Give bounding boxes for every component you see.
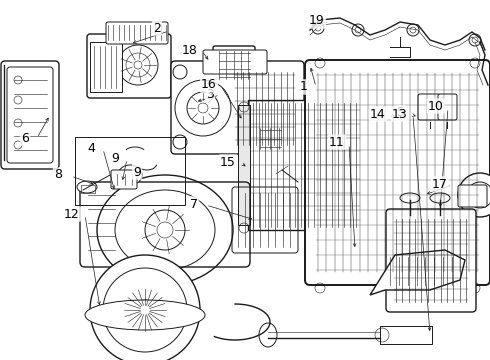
Text: 5: 5 bbox=[397, 107, 405, 120]
Ellipse shape bbox=[90, 255, 200, 360]
Ellipse shape bbox=[97, 175, 233, 285]
Text: 14: 14 bbox=[370, 108, 386, 121]
FancyBboxPatch shape bbox=[254, 121, 288, 155]
Bar bbox=[361, 105, 373, 225]
FancyBboxPatch shape bbox=[438, 94, 457, 120]
Ellipse shape bbox=[77, 181, 97, 193]
PathPatch shape bbox=[370, 250, 465, 295]
Text: 17: 17 bbox=[432, 177, 448, 190]
Text: 9: 9 bbox=[111, 152, 119, 165]
Bar bbox=[90, 42, 122, 92]
FancyBboxPatch shape bbox=[1, 61, 59, 169]
Ellipse shape bbox=[458, 173, 490, 217]
FancyBboxPatch shape bbox=[171, 61, 304, 154]
FancyBboxPatch shape bbox=[111, 170, 137, 189]
Text: 10: 10 bbox=[428, 99, 444, 112]
Text: 6: 6 bbox=[21, 131, 29, 144]
Text: 11: 11 bbox=[329, 135, 345, 148]
Text: 9: 9 bbox=[133, 166, 141, 179]
Text: 12: 12 bbox=[64, 207, 80, 220]
Text: 16: 16 bbox=[201, 78, 217, 91]
Bar bbox=[248, 100, 363, 230]
Bar bbox=[238, 105, 250, 225]
Text: 7: 7 bbox=[190, 198, 198, 211]
Text: 8: 8 bbox=[54, 168, 62, 181]
FancyBboxPatch shape bbox=[418, 94, 440, 120]
FancyBboxPatch shape bbox=[458, 185, 487, 207]
Ellipse shape bbox=[118, 165, 142, 185]
Text: 18: 18 bbox=[182, 44, 198, 57]
Text: 2: 2 bbox=[153, 22, 161, 35]
FancyBboxPatch shape bbox=[305, 60, 490, 285]
Text: 1: 1 bbox=[300, 81, 308, 94]
Ellipse shape bbox=[259, 323, 277, 347]
Text: 19: 19 bbox=[309, 14, 325, 27]
Text: 4: 4 bbox=[87, 141, 95, 154]
Text: 3: 3 bbox=[206, 89, 214, 102]
FancyBboxPatch shape bbox=[106, 22, 168, 44]
FancyBboxPatch shape bbox=[203, 50, 267, 74]
Text: 15: 15 bbox=[220, 156, 236, 168]
Ellipse shape bbox=[85, 300, 205, 330]
Bar bbox=[75, 137, 185, 205]
Text: 13: 13 bbox=[392, 108, 408, 121]
FancyBboxPatch shape bbox=[386, 209, 476, 312]
FancyBboxPatch shape bbox=[87, 34, 171, 98]
FancyBboxPatch shape bbox=[213, 46, 255, 84]
Bar bbox=[81, 185, 95, 193]
Bar bbox=[380, 326, 432, 344]
